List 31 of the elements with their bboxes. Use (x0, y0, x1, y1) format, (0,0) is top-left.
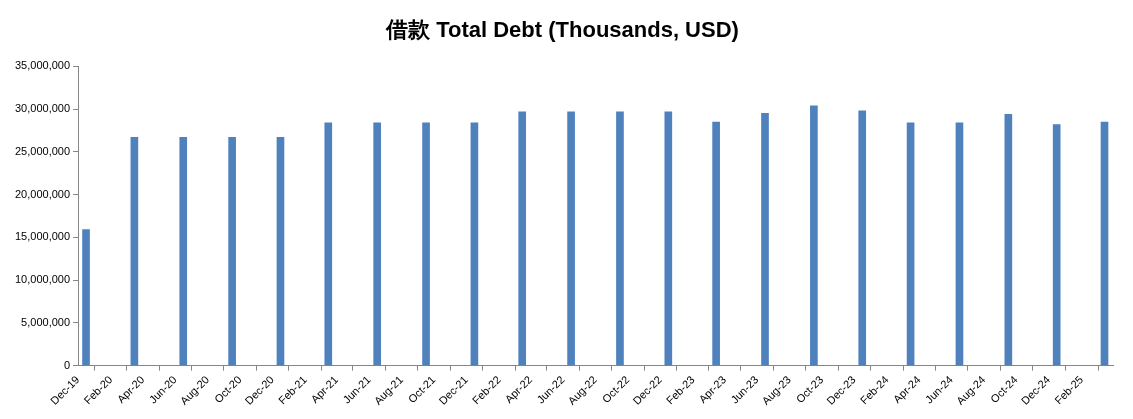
y-tick-label: 35,000,000 (14, 59, 71, 72)
bar (130, 137, 139, 366)
y-tick-label: 30,000,000 (14, 102, 71, 115)
bar (616, 111, 624, 366)
y-tick-label: 0 (63, 358, 71, 371)
y-tick-label: 25,000,000 (14, 144, 71, 157)
bar (1100, 121, 1109, 366)
bar (906, 122, 915, 366)
bar (567, 111, 575, 366)
bar (470, 122, 479, 366)
bar (664, 111, 673, 366)
chart-title: 借款 Total Debt (Thousands, USD) (385, 17, 739, 43)
y-tick-label: 5,000,000 (21, 315, 71, 328)
bar (1004, 113, 1013, 366)
bar (179, 137, 188, 366)
bar (276, 137, 285, 366)
bar (518, 111, 527, 366)
bar (712, 121, 720, 366)
bar (761, 113, 769, 366)
bar (373, 122, 381, 366)
bar (1052, 124, 1061, 366)
bar (810, 105, 818, 366)
bar (228, 137, 236, 366)
bar (858, 110, 867, 366)
bar (324, 122, 333, 366)
y-tick-label: 15,000,000 (14, 230, 71, 243)
bar (82, 229, 90, 366)
bar (955, 122, 964, 366)
y-tick-label: 10,000,000 (14, 273, 71, 286)
bar (422, 122, 430, 366)
y-tick-label: 20,000,000 (14, 187, 71, 200)
